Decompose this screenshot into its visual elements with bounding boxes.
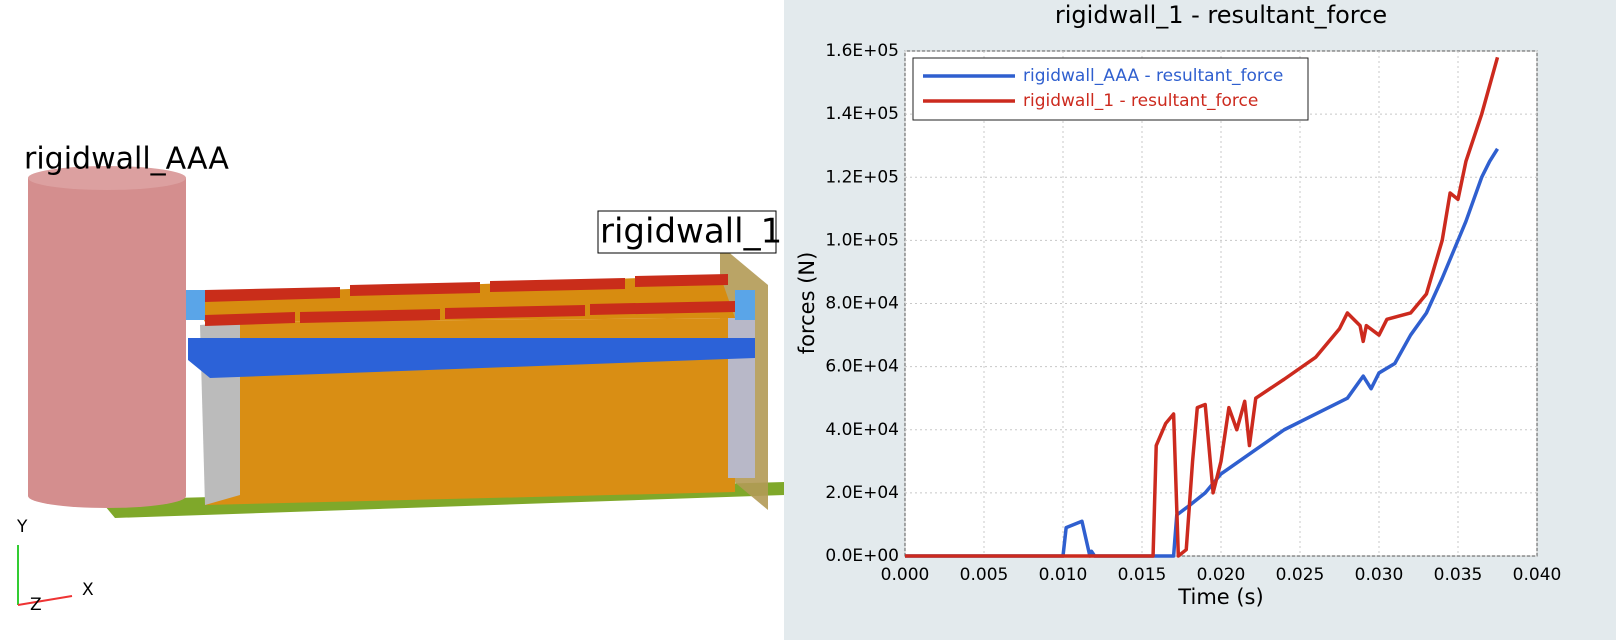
cylinder-top — [28, 166, 186, 190]
label-box — [597, 210, 777, 254]
plot-panel: rigidwall_1 - resultant_force Time (s) f… — [784, 0, 1616, 640]
y-tick-label: 1.6E+05 — [825, 41, 899, 61]
y-tick-label: 6.0E+04 — [825, 357, 899, 377]
module-top — [205, 287, 340, 302]
y-tick-label: 8.0E+04 — [825, 294, 899, 314]
x-tick-label: 0.035 — [1434, 565, 1483, 585]
viewport-label: rigidwall_1 — [600, 212, 782, 252]
legend-label: rigidwall_1 - resultant_force — [1023, 91, 1258, 111]
x-tick-label: 0.000 — [881, 565, 930, 585]
legend-box — [912, 57, 1309, 121]
viewport: rigidwall_AAA rigidwall_1 Y X Z — [0, 0, 785, 640]
axis-x — [17, 595, 73, 606]
axis-name: Z — [30, 595, 42, 615]
x-tick-label: 0.020 — [1197, 565, 1246, 585]
module-top — [300, 309, 440, 323]
axis-name: Y — [16, 517, 28, 537]
y-tick-label: 1.4E+05 — [825, 104, 899, 124]
y-tick-label: 2.0E+04 — [825, 483, 899, 503]
x-tick-label: 0.010 — [1039, 565, 1088, 585]
legend-label: rigidwall_AAA - resultant_force — [1023, 66, 1283, 86]
axis-name: X — [82, 580, 94, 600]
y-tick-label: 0.0E+00 — [825, 546, 899, 566]
module-top — [635, 274, 728, 287]
module-top — [205, 312, 295, 326]
module-top — [445, 305, 585, 319]
band — [188, 338, 755, 378]
corner — [735, 290, 755, 320]
chart-title: rigidwall_1 - resultant_force — [1055, 1, 1387, 29]
corner — [185, 290, 205, 320]
x-tick-label: 0.015 — [1118, 565, 1167, 585]
x-tick-label: 0.025 — [1276, 565, 1325, 585]
x-tick-label: 0.040 — [1513, 565, 1562, 585]
module-top — [590, 301, 735, 315]
viewport-label: rigidwall_AAA — [24, 142, 229, 177]
y-tick-label: 1.0E+05 — [825, 230, 899, 250]
cylinder-body — [28, 178, 186, 496]
series-line — [905, 147, 1499, 558]
series-line — [905, 56, 1500, 558]
x-tick-label: 0.030 — [1355, 565, 1404, 585]
y-tick-label: 4.0E+04 — [825, 420, 899, 440]
y-tick-label: 1.2E+05 — [825, 167, 899, 187]
module-top — [490, 278, 625, 292]
x-axis-label: Time (s) — [1177, 585, 1263, 609]
x-tick-label: 0.005 — [960, 565, 1009, 585]
module-top — [350, 282, 480, 296]
y-axis-label: forces (N) — [795, 252, 819, 355]
cylinder-bottom — [28, 484, 186, 508]
